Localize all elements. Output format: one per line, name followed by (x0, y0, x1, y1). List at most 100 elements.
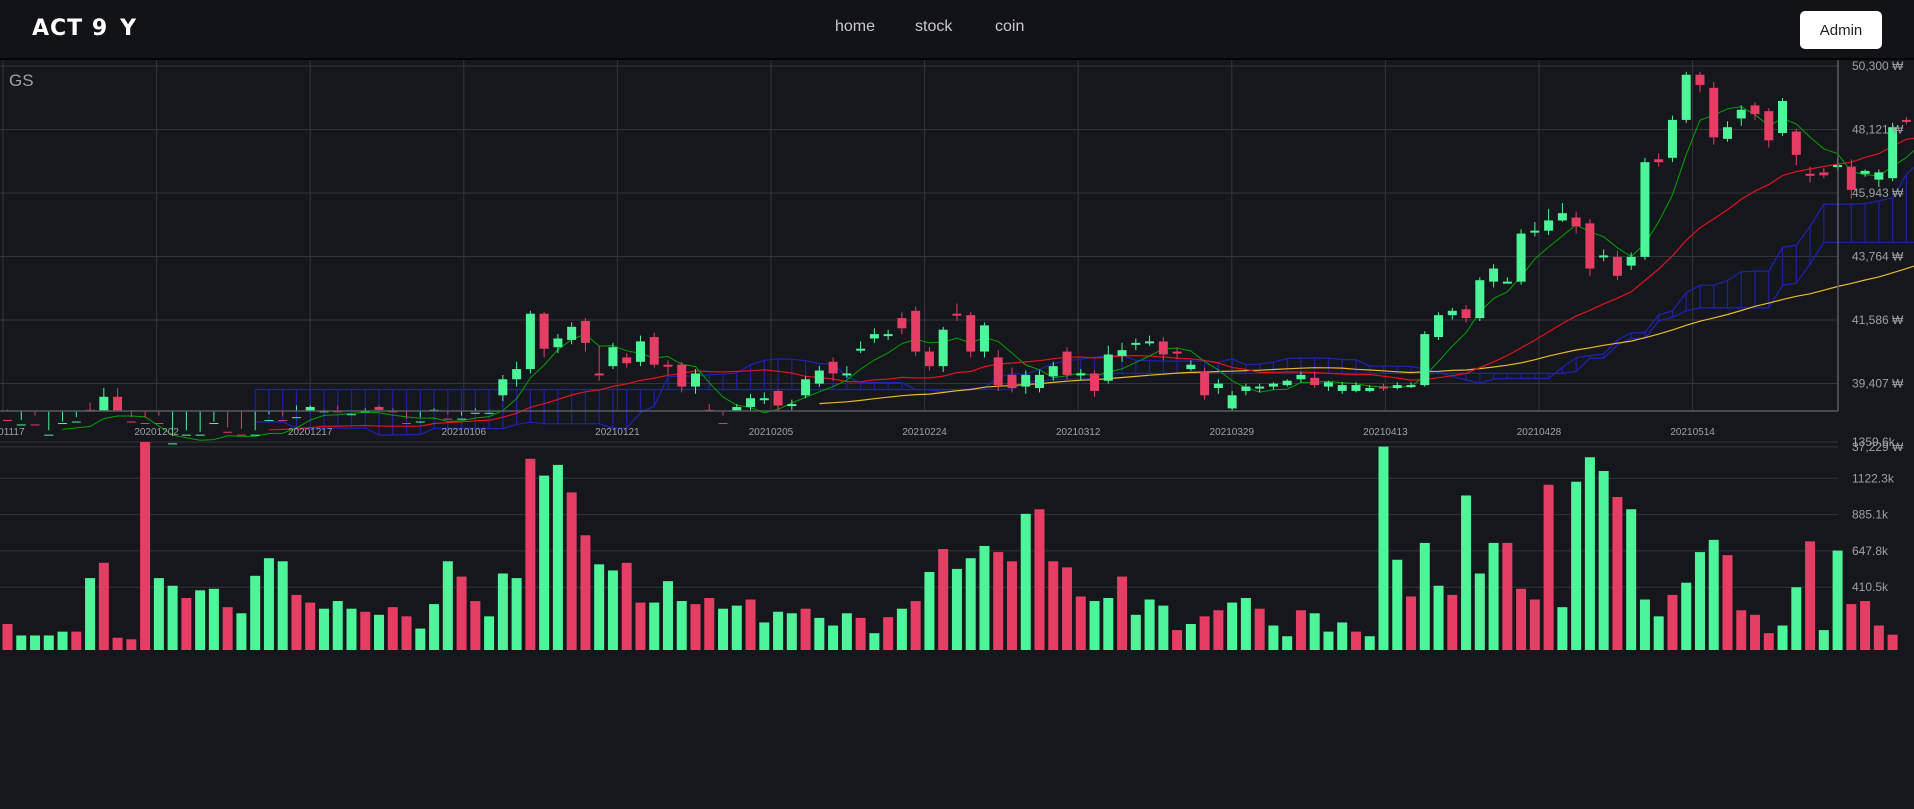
candle-body (1021, 374, 1031, 387)
volume-bar (993, 552, 1004, 650)
candle (1447, 307, 1457, 320)
candle (1296, 371, 1306, 383)
candle-body (1447, 310, 1457, 316)
volume-bar (1227, 602, 1238, 650)
volume-bar (1653, 616, 1664, 650)
candle-body (457, 418, 467, 420)
candle-body (911, 310, 921, 352)
candle-body (952, 313, 962, 316)
candle (1681, 71, 1691, 123)
volume-bar (71, 631, 82, 650)
app-logo[interactable]: ACT 9 Y (32, 16, 138, 41)
candle-body (1489, 268, 1499, 282)
candle-body (732, 406, 742, 411)
volume-bar (1763, 633, 1774, 650)
volume-bar (1736, 610, 1747, 650)
volume-bar (1818, 630, 1829, 650)
nav-coin[interactable]: coin (995, 18, 1025, 35)
candle (567, 322, 577, 345)
candle (305, 405, 315, 411)
candle-body (278, 420, 288, 422)
candle-body (1612, 256, 1622, 276)
volume-bar (773, 611, 784, 650)
candle-body (1571, 217, 1581, 227)
volume-bar (277, 561, 288, 650)
volume-bar (401, 616, 412, 650)
date-tick-label: 20201117 (0, 427, 25, 438)
volume-bar (855, 617, 866, 650)
candle (897, 312, 907, 335)
nav-stock[interactable]: stock (915, 18, 953, 35)
candle (402, 411, 412, 424)
candle-body (663, 364, 673, 367)
volume-bar (484, 616, 495, 650)
volume-bar (1639, 599, 1650, 650)
candle (1764, 108, 1774, 148)
volume-bar (539, 475, 550, 650)
candle (236, 411, 246, 436)
candle-body (1461, 309, 1471, 319)
candle-body (1860, 170, 1870, 174)
volume-bar (1502, 542, 1513, 650)
candle-body (1241, 386, 1251, 391)
candle (993, 350, 1003, 391)
candle-body (1667, 119, 1677, 158)
volume-bar (1240, 597, 1251, 650)
candle-body (525, 313, 535, 370)
volume-bar (43, 635, 54, 650)
volume-bar (979, 545, 990, 650)
candle (718, 411, 728, 424)
date-tick-label: 20210312 (1056, 427, 1101, 438)
cloud-span-b (255, 241, 1914, 391)
candle (140, 411, 150, 424)
candle-body (1874, 172, 1884, 180)
price-tick-label: 48,121 ₩ (1852, 123, 1904, 137)
volume-bar (869, 633, 880, 650)
volume-bar (222, 607, 233, 650)
candle (525, 310, 535, 374)
candle-body (99, 396, 109, 411)
ma5-line (62, 106, 1914, 441)
candle-body (498, 379, 508, 396)
volume-bar (1832, 550, 1843, 650)
candle (1489, 264, 1499, 288)
candle-body (1502, 281, 1512, 284)
candle-body (1888, 127, 1898, 179)
candle (539, 312, 549, 358)
candle (113, 388, 123, 411)
volume-bar (1694, 552, 1705, 650)
candle (691, 369, 700, 394)
stock-chart[interactable]: 50,300 ₩ 48,121 ₩ 45,943 ₩ 43,764 ₩ 41,586 ₩… (0, 60, 1914, 809)
candle (1888, 122, 1898, 182)
volume-bar (1158, 605, 1169, 650)
candle-body (1695, 74, 1705, 85)
candle-body (1227, 395, 1237, 409)
candle (1750, 102, 1760, 120)
volume-bar (470, 601, 481, 650)
candle (1544, 208, 1554, 236)
candle (1007, 367, 1017, 393)
volume-bar (1282, 636, 1293, 650)
admin-button[interactable]: Admin (1800, 11, 1882, 49)
candle (1557, 202, 1567, 222)
candle (1062, 347, 1072, 380)
candle (580, 318, 590, 352)
nav-home[interactable]: home (835, 18, 876, 35)
date-tick-label: 20201217 (288, 427, 333, 438)
candle-body (1681, 74, 1691, 120)
volume-bar (1199, 616, 1210, 650)
candle (1392, 382, 1402, 390)
candle-body (1544, 220, 1554, 231)
candle-body (883, 334, 893, 337)
volume-bar (85, 578, 96, 650)
candle-body (360, 411, 370, 413)
candle-body (1296, 374, 1306, 380)
volume-bar (1529, 599, 1540, 650)
volume-bar (1516, 588, 1527, 650)
candle-body (1117, 350, 1127, 356)
volume-bar (153, 578, 164, 650)
candle-body (319, 411, 329, 413)
volume-bar (635, 602, 646, 650)
candle-body (1062, 351, 1072, 375)
volume-bar (1777, 625, 1788, 650)
